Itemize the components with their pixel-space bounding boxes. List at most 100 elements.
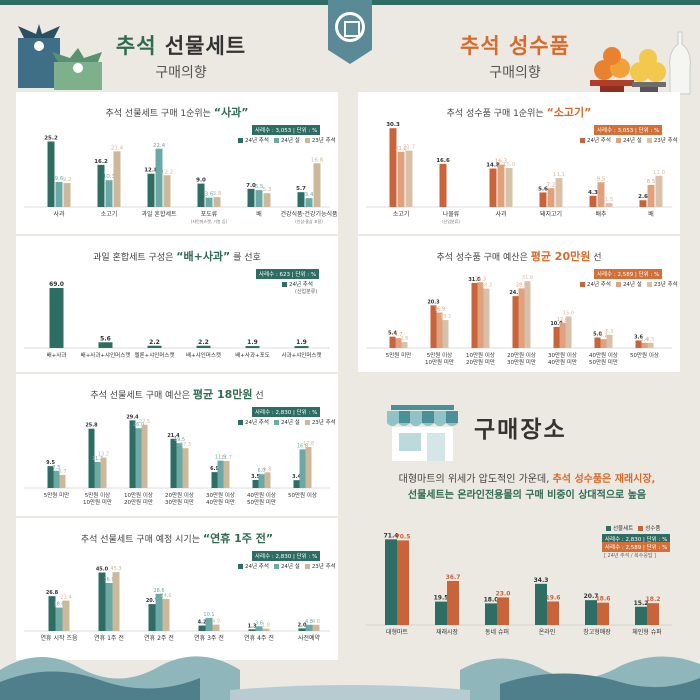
panel-goods-rank: 추석 성수품 구매 1순위는 “소고기” 사례수 : 3,053 | 단위 : … xyxy=(358,92,680,234)
bar xyxy=(606,334,613,348)
data-label: 31.8 xyxy=(522,275,533,281)
sample-badge: 사례수 : 3,053 | 단위 : % xyxy=(252,125,321,135)
category-label: 배 xyxy=(256,210,262,218)
bar xyxy=(223,461,230,488)
bar xyxy=(98,572,106,631)
data-label: 6.5 xyxy=(255,184,264,190)
fruit-mix-chart: 69.0 배+사과 5.6 배+사과+샤인머스캣 2.2 멜론+샤인머스캣 2.2 배+샤인머… xyxy=(24,281,330,359)
data-label: 11.9 xyxy=(215,455,226,461)
category-label: 40만원 미만 xyxy=(206,498,235,506)
place-title: 구매장소 xyxy=(474,417,567,443)
sample-badge: 사례수 : 623 | 단위 : % xyxy=(256,269,320,279)
bar xyxy=(489,168,497,207)
category-label: 50만원 미만 xyxy=(589,358,618,366)
data-label: 6.8 xyxy=(264,466,272,472)
bar xyxy=(263,193,271,207)
data-label: 12.2 xyxy=(161,169,173,175)
bar xyxy=(597,602,609,625)
data-label: 22.4 xyxy=(153,143,166,149)
left-subtitle: 구매의향 xyxy=(155,65,207,81)
category-label: 배+샤인머스캣 xyxy=(186,351,221,359)
data-label: 16.8 xyxy=(297,443,308,449)
data-label: 20.7 xyxy=(146,598,159,604)
note: [ 24년 추석 / 복수응답 ] xyxy=(604,553,657,559)
left-header: 추석 선물세트 구매의향 xyxy=(96,30,266,82)
category-label: 30만원 미만 xyxy=(507,358,536,366)
data-label: 21.4 xyxy=(111,145,124,151)
data-label: 16.8 xyxy=(311,157,324,163)
bar xyxy=(585,600,597,625)
bar xyxy=(88,428,95,488)
panel-title: 추석 선물세트 구매 예정 시기는 “연휴 1주 전” xyxy=(80,532,274,545)
data-label: 19.6 xyxy=(546,594,561,601)
data-label: 21.4 xyxy=(167,433,180,439)
right-title-a: 추석 xyxy=(460,34,501,58)
wave-decoration xyxy=(0,656,700,700)
bar xyxy=(635,340,642,348)
bar xyxy=(385,539,397,625)
data-label: 10.0 xyxy=(550,321,563,327)
panel-fruit-mix: 과일 혼합세트 구성은 “배+사과” 를 선호 사례수 : 623 | 단위 :… xyxy=(16,236,338,372)
category-label: 배 xyxy=(648,210,654,218)
data-label: 3.6 xyxy=(634,334,643,340)
category-label: 50만원 이상 xyxy=(288,491,317,499)
bar xyxy=(395,338,402,348)
legend-item: 23년 추석 xyxy=(304,136,336,144)
panel-title: 추석 선물세트 구매 1순위는 “사과” xyxy=(105,106,249,119)
category-label: 포도류 xyxy=(201,211,218,218)
bar xyxy=(62,600,70,631)
category-label: 사과 xyxy=(495,210,507,218)
bar xyxy=(524,281,531,348)
category-label: 30만원 이상 xyxy=(548,351,577,359)
bar xyxy=(605,203,613,207)
data-label: 6.0 xyxy=(258,468,266,474)
data-label: 26.0 xyxy=(133,422,144,428)
bar xyxy=(647,342,654,348)
data-label: 28.3 xyxy=(481,283,492,289)
bar xyxy=(55,607,63,631)
bar xyxy=(547,188,555,207)
data-label: 3.4 xyxy=(292,474,301,480)
category-label: 10만원 미만 xyxy=(83,498,112,506)
data-label: 5.0 xyxy=(593,332,602,338)
data-label: 17.8 xyxy=(303,441,314,447)
bar xyxy=(497,597,509,625)
right-header: 추석 성수품 구매의향 xyxy=(440,30,590,82)
data-label: 5.7 xyxy=(296,186,306,192)
category-label: 배+사과 xyxy=(47,351,67,359)
data-label: 15.0 xyxy=(503,162,516,168)
data-label: 20.7 xyxy=(584,593,599,600)
category-label: 연휴 1주 전 xyxy=(94,634,124,642)
bar xyxy=(297,192,305,207)
data-label: 4.9 xyxy=(212,619,220,625)
data-label: 21.7 xyxy=(403,145,416,151)
data-label: 26.8 xyxy=(46,590,59,596)
bar xyxy=(245,346,260,348)
category-label: 30만원 미만 xyxy=(165,498,194,506)
data-label: 20.3 xyxy=(427,299,440,305)
data-label: 4.7 xyxy=(395,332,403,338)
data-label: 28.4 xyxy=(516,282,527,288)
data-label: 3.5 xyxy=(251,474,260,480)
bar xyxy=(313,163,321,207)
data-label: 3.6 xyxy=(255,620,263,626)
data-label: 11.3 xyxy=(92,456,103,462)
bar xyxy=(47,466,54,488)
bar xyxy=(305,198,313,207)
data-label: 4.8 xyxy=(312,619,320,625)
bar xyxy=(59,474,66,488)
category-label: 5만원 이상 xyxy=(427,351,453,359)
data-label: 71.4 xyxy=(384,532,399,539)
bar xyxy=(447,580,459,625)
data-label: 5.6 xyxy=(538,186,548,192)
gift-bundle-icon xyxy=(18,24,102,90)
category-label: 사과+샤인머스캣 xyxy=(281,351,321,359)
data-label: 1.9 xyxy=(247,339,258,346)
bar xyxy=(483,288,490,348)
category-label: 40만원 이상 xyxy=(247,491,276,499)
bar xyxy=(98,342,113,348)
category-label: 나물류 xyxy=(443,210,460,218)
data-label: 6.3 xyxy=(606,329,614,335)
data-label: 69.0 xyxy=(49,281,64,288)
bar xyxy=(105,180,113,207)
